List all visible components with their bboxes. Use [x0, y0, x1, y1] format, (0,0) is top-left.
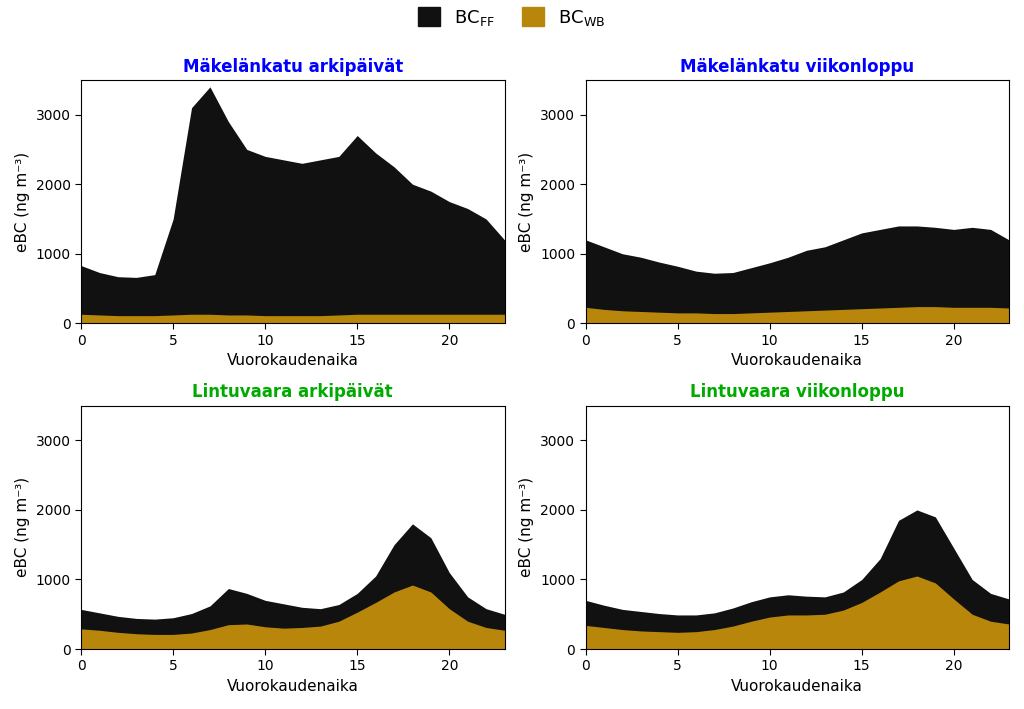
- Title: Mäkelänkatu arkipäivät: Mäkelänkatu arkipäivät: [182, 57, 402, 76]
- X-axis label: Vuorokaudenaika: Vuorokaudenaika: [227, 679, 358, 694]
- X-axis label: Vuorokaudenaika: Vuorokaudenaika: [731, 679, 863, 694]
- X-axis label: Vuorokaudenaika: Vuorokaudenaika: [731, 353, 863, 368]
- Y-axis label: eBC (ng m⁻³): eBC (ng m⁻³): [15, 152, 30, 252]
- Legend: BC$_{\mathregular{FF}}$, BC$_{\mathregular{WB}}$: BC$_{\mathregular{FF}}$, BC$_{\mathregul…: [411, 0, 613, 35]
- X-axis label: Vuorokaudenaika: Vuorokaudenaika: [227, 353, 358, 368]
- Title: Lintuvaara viikonloppu: Lintuvaara viikonloppu: [690, 384, 904, 401]
- Y-axis label: eBC (ng m⁻³): eBC (ng m⁻³): [519, 477, 535, 577]
- Title: Mäkelänkatu viikonloppu: Mäkelänkatu viikonloppu: [680, 57, 914, 76]
- Y-axis label: eBC (ng m⁻³): eBC (ng m⁻³): [15, 477, 30, 577]
- Y-axis label: eBC (ng m⁻³): eBC (ng m⁻³): [519, 152, 535, 252]
- Title: Lintuvaara arkipäivät: Lintuvaara arkipäivät: [193, 384, 393, 401]
